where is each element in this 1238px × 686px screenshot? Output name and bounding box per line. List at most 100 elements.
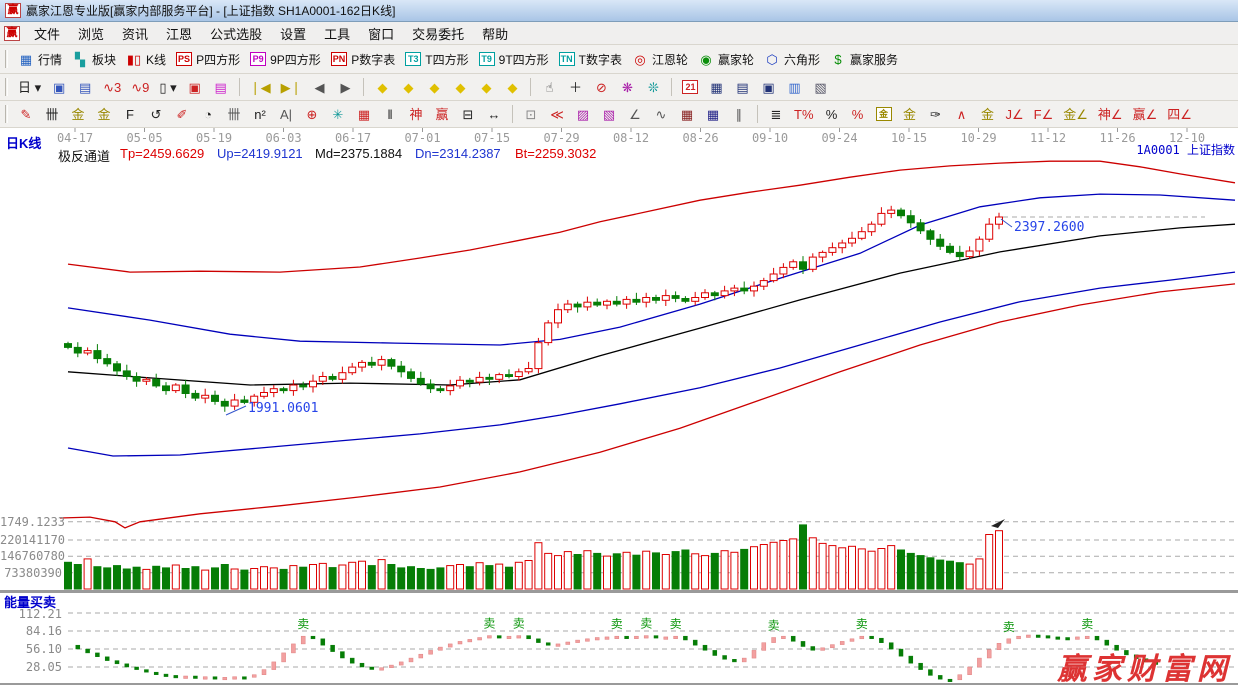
9t-square-button[interactable]: T9 9T四方形 [474, 49, 554, 70]
print-button[interactable]: ▧ [807, 78, 833, 97]
gann-diamond-horizontal-button[interactable]: ◆ [421, 78, 447, 97]
last-bar-button[interactable]: ▶❘ [276, 78, 307, 97]
split-line-button[interactable]: ǁ [377, 105, 403, 124]
p-square-button[interactable]: PS P四方形 [171, 49, 245, 70]
wave-gold-button[interactable]: ∧ [949, 105, 975, 124]
spiral-button[interactable]: ↺ [143, 105, 169, 124]
drag-hand-button[interactable]: ☝ [536, 78, 562, 97]
fractal-b-button[interactable]: ❊ [640, 78, 666, 97]
title-bar[interactable]: 赢 赢家江恩专业版[赢家内部服务平台] - [上证指数 SH1A0001-162… [0, 0, 1238, 22]
toolbar-grip[interactable] [5, 78, 8, 96]
time-grid-button[interactable]: ▦ [700, 105, 726, 124]
zigzag-button[interactable]: ∿ [648, 105, 674, 124]
fractal-a-button[interactable]: ❋ [614, 78, 640, 97]
gann-diamond-grid-button[interactable]: ◆ [499, 78, 525, 97]
gann-diamond-star-button[interactable]: ◆ [473, 78, 499, 97]
gann-wheel-button[interactable]: ◎ 江恩轮 [627, 49, 693, 70]
first-bar-button[interactable]: ❘◀ [245, 78, 276, 97]
kline-3-button[interactable]: ∿3 [98, 78, 126, 97]
calculator-button[interactable]: ▦ [703, 78, 729, 97]
no-cursor-button[interactable]: ⊘ [588, 78, 614, 97]
rect-measure-button[interactable]: ⊡ [518, 105, 544, 124]
crosshair-button[interactable]: ＋ [562, 78, 588, 97]
si-angle-button[interactable]: 四∠ [1162, 105, 1197, 124]
draw-pencil-button[interactable]: ✎ [13, 105, 39, 124]
fibo-f-button[interactable]: F [117, 105, 143, 124]
calendar-button[interactable]: 21 [677, 78, 703, 96]
pattern-frame-button[interactable]: ▣ [182, 78, 208, 97]
gann-box-2-button[interactable]: ▧ [596, 105, 622, 124]
ruler-123-button[interactable]: ⊟ [455, 105, 481, 124]
window-frame-button[interactable]: ▣ [46, 78, 72, 97]
sector-blocks-button[interactable]: ▚ 板块 [67, 49, 121, 70]
menu-item[interactable]: 工具 [324, 26, 351, 42]
save-button[interactable]: ▣ [755, 78, 781, 97]
hexagon-button[interactable]: ⬡ 六角形 [759, 49, 825, 70]
menu-item[interactable]: 资讯 [122, 26, 149, 42]
menu-item[interactable]: 帮助 [482, 26, 509, 42]
parallel-button[interactable]: ∥ [726, 105, 752, 124]
menu-item[interactable]: 交易委托 [412, 26, 465, 42]
shen-angle-button[interactable]: 神∠ [1093, 105, 1128, 124]
gann-diamond-right-button[interactable]: ◆ [395, 78, 421, 97]
gold-section-button[interactable]: 金 [65, 105, 91, 124]
pencil-measure-button[interactable]: ✐ [169, 105, 195, 124]
pen-split-button[interactable]: ✑ [923, 105, 949, 124]
gann-diamond-cross-button[interactable]: ◆ [447, 78, 473, 97]
win-angle-button[interactable]: 赢∠ [1128, 105, 1163, 124]
gann-web-button[interactable]: ✳ [325, 105, 351, 124]
t-number-button[interactable]: TN T数字表 [554, 49, 627, 70]
info-note-button[interactable]: ▤ [72, 78, 98, 97]
volume-colors-button[interactable]: ▤ [208, 78, 234, 97]
gold-section-2-button[interactable]: 金 [91, 105, 117, 124]
gold-line-button[interactable]: 金 [897, 105, 923, 124]
p-number-button[interactable]: PN P数字表 [326, 49, 401, 70]
period-day-dropdown-button[interactable]: 日 ▾ [13, 78, 46, 97]
gold-underline-button[interactable]: 金 [975, 105, 1001, 124]
gann-lines-button[interactable]: 卌 [39, 105, 65, 124]
kline-button[interactable]: ▮▯ K线 [121, 49, 171, 70]
chart-export-button[interactable]: ▥ [781, 78, 807, 97]
kline-chart-canvas[interactable]: 卖 卖 卖 卖 卖 卖 卖 卖 卖 卖 2397.2600 1991.0601 [0, 128, 1238, 686]
gann-diamond-left-button[interactable]: ◆ [369, 78, 395, 97]
quote-grid-button[interactable]: ▦ 行情 [13, 49, 67, 70]
circle-angle-button[interactable]: ◔ [195, 105, 221, 124]
stat-bars-button[interactable]: ≣ [763, 105, 789, 124]
menu-item[interactable]: 文件 [34, 26, 61, 42]
menu-item[interactable]: 浏览 [78, 26, 105, 42]
gann-box-button[interactable]: ▨ [570, 105, 596, 124]
trend-angle-button[interactable]: ∠ [622, 105, 648, 124]
toolbar-grip[interactable] [5, 105, 8, 123]
ruler-lines-button[interactable]: 卌 [221, 105, 247, 124]
gold-circle-button[interactable]: 金 [871, 105, 897, 123]
winner-service-button[interactable]: $ 赢家服务 [825, 49, 903, 70]
next-bar-button[interactable]: ▶ [332, 78, 358, 97]
mirror-button[interactable]: A| [273, 105, 299, 124]
toolbar-grip[interactable] [5, 50, 8, 68]
target-cross-button[interactable]: ⊕ [299, 105, 325, 124]
gold-angle-button[interactable]: 金∠ [1058, 105, 1093, 124]
menu-item[interactable]: 江恩 [166, 26, 193, 42]
t-square-button[interactable]: T3 T四方形 [400, 49, 473, 70]
n-square-button[interactable]: n² [247, 105, 273, 124]
f-line-button[interactable]: F∠ [1029, 105, 1059, 124]
percent-line-button[interactable]: % [845, 105, 871, 124]
candle-style-dropdown-button[interactable]: ▯ ▾ [154, 78, 181, 97]
menu-item[interactable]: 窗口 [368, 26, 395, 42]
pane-separator[interactable] [0, 590, 1238, 593]
gann-box-grid-button[interactable]: ▦ [351, 105, 377, 124]
price-grid-button[interactable]: ▦ [674, 105, 700, 124]
kline-9-button[interactable]: ∿9 [126, 78, 154, 97]
j-line-button[interactable]: J∠ [1001, 105, 1029, 124]
winner-wheel-button[interactable]: ◉ 赢家轮 [693, 49, 759, 70]
percent-button[interactable]: % [819, 105, 845, 124]
t-percent-button[interactable]: T% [789, 105, 819, 124]
report-button[interactable]: ▤ [729, 78, 755, 97]
menu-item[interactable]: 公式选股 [210, 26, 263, 42]
fan-lines-button[interactable]: ≪ [544, 105, 570, 124]
width-measure-button[interactable]: ↔ [481, 105, 507, 124]
shen-tool-button[interactable]: 神 [403, 105, 429, 124]
menu-item[interactable]: 设置 [280, 26, 307, 42]
win-tool-button[interactable]: 赢 [429, 105, 455, 124]
9p-square-button[interactable]: P9 9P四方形 [245, 49, 326, 70]
